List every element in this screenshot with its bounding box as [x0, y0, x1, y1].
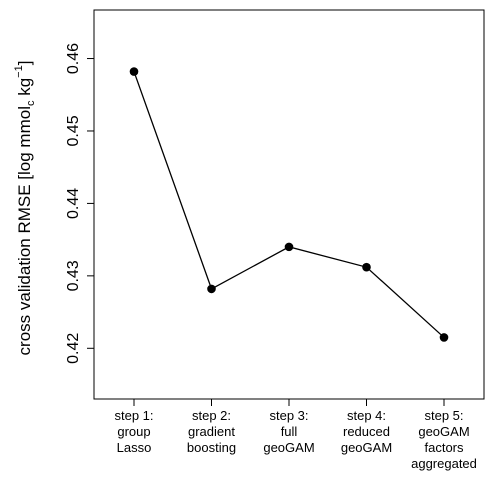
x-tick-label: step 1: group Lasso — [114, 408, 153, 455]
y-axis-label-end: ] — [15, 61, 34, 66]
y-axis-label-sup: −1 — [13, 65, 25, 78]
x-tick-label-line: aggregated — [411, 456, 477, 471]
x-tick-label-line: step 2: — [192, 408, 231, 423]
data-point — [284, 242, 294, 252]
data-point — [207, 284, 216, 294]
y-tick-label: 0.43 — [65, 260, 82, 291]
x-tick-label-line: boosting — [187, 440, 236, 455]
x-tick-label-line: geoGAM — [263, 440, 314, 455]
y-axis-label: cross validation RMSE [log mmolc kg−1] — [13, 61, 37, 356]
x-tick-label-line: group — [117, 424, 150, 439]
x-tick-label-line: gradient — [188, 424, 235, 439]
data-point — [439, 333, 449, 342]
x-tick-label: step 2: gradient boosting — [187, 408, 236, 455]
x-tick-label: step 3: full geoGAM — [263, 408, 314, 455]
x-tick-label-line: factors — [424, 440, 464, 455]
series-line — [133, 71, 445, 338]
data-point — [362, 262, 371, 272]
x-tick-label-line: full — [281, 424, 298, 439]
x-tick-label-line: Lasso — [117, 440, 152, 455]
plot-frame — [93, 9, 485, 400]
x-axis: step 1: group Lasso step 2: gradient boosting… — [114, 399, 477, 471]
x-tick-label-line: step 4: — [347, 408, 386, 423]
y-tick-label: 0.46 — [65, 43, 82, 74]
y-axis-label-mid: kg — [15, 78, 34, 101]
x-tick-label: step 4: reduced geoGAM — [341, 408, 392, 455]
x-tick-label: step 5: geoGAM factors aggregated — [411, 408, 477, 471]
y-axis: 0.42 0.43 0.44 0.45 0.46 — [65, 43, 94, 364]
x-tick-label-line: step 5: — [424, 408, 463, 423]
y-axis-label-main: cross validation RMSE [log mmol — [15, 106, 34, 355]
x-tick-label-line: step 1: — [114, 408, 153, 423]
series-rmse — [129, 67, 449, 342]
y-tick-label: 0.44 — [65, 188, 82, 219]
x-tick-label-line: step 3: — [269, 408, 308, 423]
x-tick-label-line: geoGAM — [341, 440, 392, 455]
x-tick-label-line: geoGAM — [418, 424, 469, 439]
y-tick-label: 0.45 — [65, 115, 82, 146]
data-point — [129, 67, 139, 76]
y-axis-label-sub: c — [25, 100, 37, 106]
y-tick-label: 0.42 — [65, 333, 82, 364]
x-tick-label-line: reduced — [343, 424, 390, 439]
